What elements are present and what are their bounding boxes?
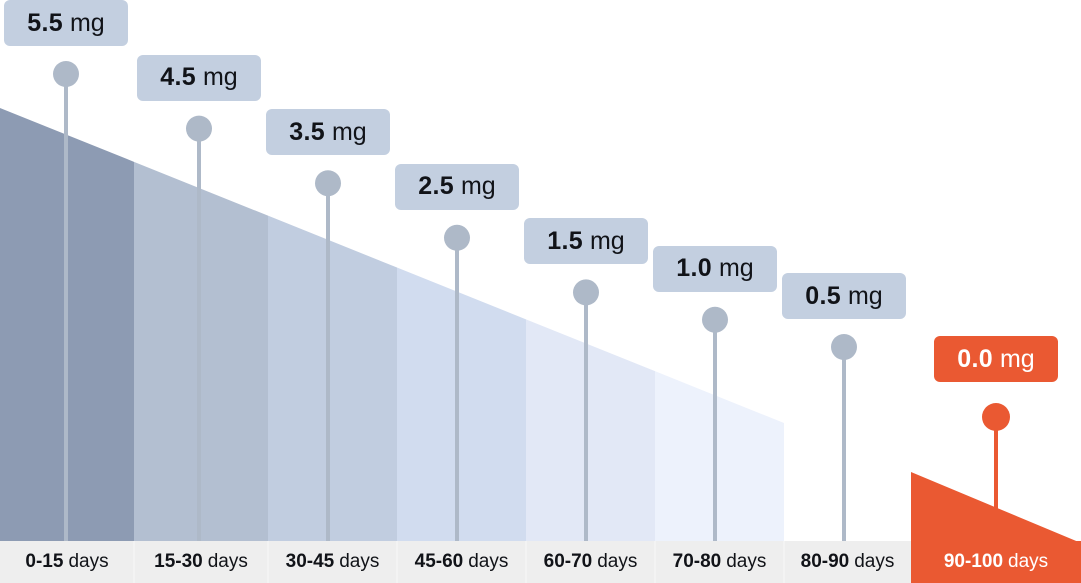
value-unit: mg: [202, 63, 238, 92]
band-70-80: [655, 371, 784, 541]
category-label-60-70: 60-70 days: [526, 541, 655, 583]
value-label-45-60: 2.5 mg: [395, 163, 519, 210]
category-label-15-30: 15-30 days: [134, 541, 268, 583]
pin-marker-90-100: [982, 403, 1010, 431]
value-unit: mg: [999, 344, 1035, 373]
value-number: 1.5: [547, 226, 583, 255]
category-unit: days: [68, 551, 109, 572]
pin-marker-70-80: [702, 306, 728, 333]
value-label-90-100: 0.0 mg: [934, 336, 1058, 382]
value-number: 2.5: [418, 172, 454, 201]
axis-cell-15-30: [134, 541, 268, 583]
axis-cell-80-90: [784, 541, 911, 583]
value-unit: mg: [718, 254, 754, 283]
category-label-0-15: 0-15 days: [0, 541, 134, 583]
band-45-60: [397, 267, 526, 541]
category-range: 15-30: [154, 551, 203, 572]
category-range: 30-45: [285, 551, 335, 572]
value-unit: mg: [69, 8, 105, 37]
value-unit: mg: [331, 117, 367, 146]
category-label-70-80: 70-80 days: [655, 541, 784, 583]
value-label-80-90: 0.5 mg: [782, 273, 906, 319]
category-range: 45-60: [414, 551, 464, 572]
axis-cell-90-100: [911, 541, 1081, 583]
value-number: 0.0: [957, 344, 993, 373]
axis-cell-60-70: [526, 541, 655, 583]
category-label-30-45: 30-45 days: [268, 541, 397, 583]
value-label-30-45: 3.5 mg: [266, 109, 390, 156]
category-range: 70-80: [672, 551, 722, 572]
pin-marker-60-70: [573, 279, 599, 306]
category-unit: days: [854, 551, 895, 572]
axis-cell-70-80: [655, 541, 784, 583]
axis-cell-30-45: [268, 541, 397, 583]
value-unit: mg: [847, 281, 883, 310]
category-unit: days: [339, 551, 380, 572]
band-60-70: [526, 319, 655, 541]
value-label-0-15: 5.5 mg: [4, 0, 128, 46]
value-number: 5.5: [27, 8, 63, 37]
pin-marker-0-15: [53, 61, 79, 87]
pin-marker-15-30: [186, 115, 212, 142]
value-label-15-30: 4.5 mg: [137, 54, 261, 101]
value-unit: mg: [589, 226, 625, 255]
band-30-45: [268, 215, 397, 541]
pin-marker-45-60: [444, 224, 470, 251]
category-range: 80-90: [800, 551, 850, 572]
category-label-80-90: 80-90 days: [784, 541, 911, 583]
category-unit: days: [726, 551, 767, 572]
category-label-90-100: 90-100 days: [911, 541, 1081, 583]
value-number: 0.5: [805, 281, 841, 310]
category-unit: days: [207, 551, 248, 572]
value-number: 4.5: [160, 63, 196, 92]
value-label-70-80: 1.0 mg: [653, 245, 777, 292]
value-number: 3.5: [289, 117, 325, 146]
category-unit: days: [468, 551, 509, 572]
value-number: 1.0: [676, 254, 712, 283]
category-unit: days: [1008, 551, 1049, 572]
axis-cell-0-15: [0, 541, 134, 583]
pin-marker-30-45: [315, 170, 341, 197]
pin-marker-80-90: [831, 334, 857, 360]
category-range: 90-100: [943, 551, 1004, 572]
category-unit: days: [597, 551, 638, 572]
category-range: 0-15: [25, 551, 64, 572]
category-label-45-60: 45-60 days: [397, 541, 526, 583]
category-range: 60-70: [543, 551, 593, 572]
value-unit: mg: [460, 172, 496, 201]
value-label-60-70: 1.5 mg: [524, 218, 648, 265]
axis-cell-45-60: [397, 541, 526, 583]
